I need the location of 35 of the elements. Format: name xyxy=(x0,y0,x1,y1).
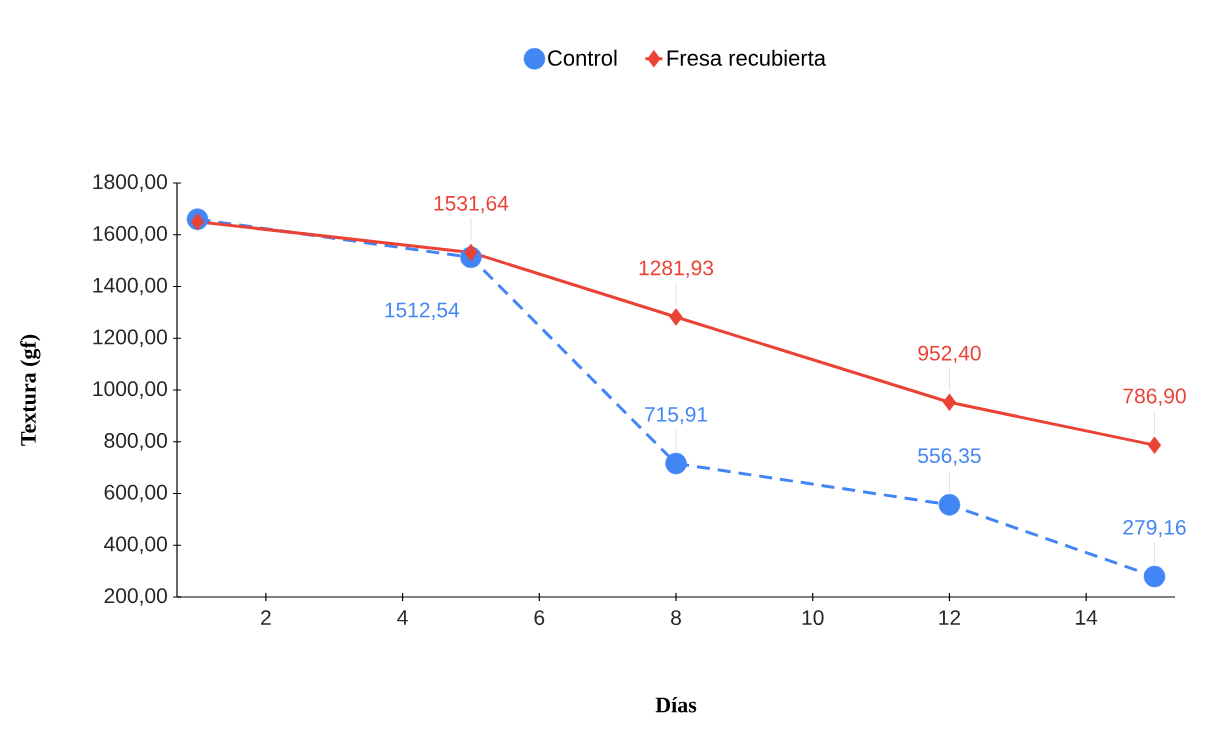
data-label: 1512,54 xyxy=(385,302,460,320)
data-label: 715,91 xyxy=(644,406,708,425)
legend-label: Control xyxy=(548,49,617,66)
y-tick-label: 200,00 xyxy=(104,588,167,606)
point xyxy=(1147,436,1162,454)
point xyxy=(1143,565,1166,588)
y-tick-label: 1400,00 xyxy=(93,277,167,296)
x-tick-label: 2 xyxy=(261,610,271,625)
y-tick-label: 600,00 xyxy=(104,484,167,503)
point xyxy=(938,494,961,516)
x-tick-label: 4 xyxy=(397,610,408,625)
data-label: 556,35 xyxy=(918,448,981,466)
legend-label: Fresa recubierta xyxy=(667,49,827,66)
x-tick-label: 12 xyxy=(939,610,961,625)
data-label: 1531,64 xyxy=(434,195,509,214)
y-tick-label: 800,00 xyxy=(104,433,167,451)
x-tick-label: 6 xyxy=(534,610,545,626)
point xyxy=(669,308,683,326)
x-axis-title: Días xyxy=(655,696,697,713)
data-label: 279,16 xyxy=(1123,519,1186,538)
data-label: 1281,93 xyxy=(639,260,714,278)
x-tick-label: 10 xyxy=(802,610,824,626)
data-label: 952,40 xyxy=(918,345,981,364)
y-tick-label: 1800,00 xyxy=(93,174,167,192)
point xyxy=(464,243,478,262)
y-tick-label: 1000,00 xyxy=(93,381,167,399)
x-tick-label: 8 xyxy=(671,610,681,626)
y-tick-label: 1200,00 xyxy=(93,329,167,347)
y-tick-label: 1600,00 xyxy=(93,226,167,244)
point xyxy=(942,393,957,412)
x-tick-label: 14 xyxy=(1076,610,1098,625)
point xyxy=(665,452,687,475)
y-axis-title: Textura (gf) xyxy=(20,334,41,446)
data-label: 786,90 xyxy=(1123,388,1186,406)
y-tick-label: 400,00 xyxy=(104,536,167,554)
